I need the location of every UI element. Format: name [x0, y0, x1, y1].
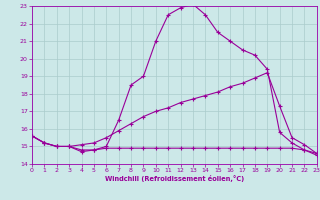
X-axis label: Windchill (Refroidissement éolien,°C): Windchill (Refroidissement éolien,°C)	[105, 175, 244, 182]
